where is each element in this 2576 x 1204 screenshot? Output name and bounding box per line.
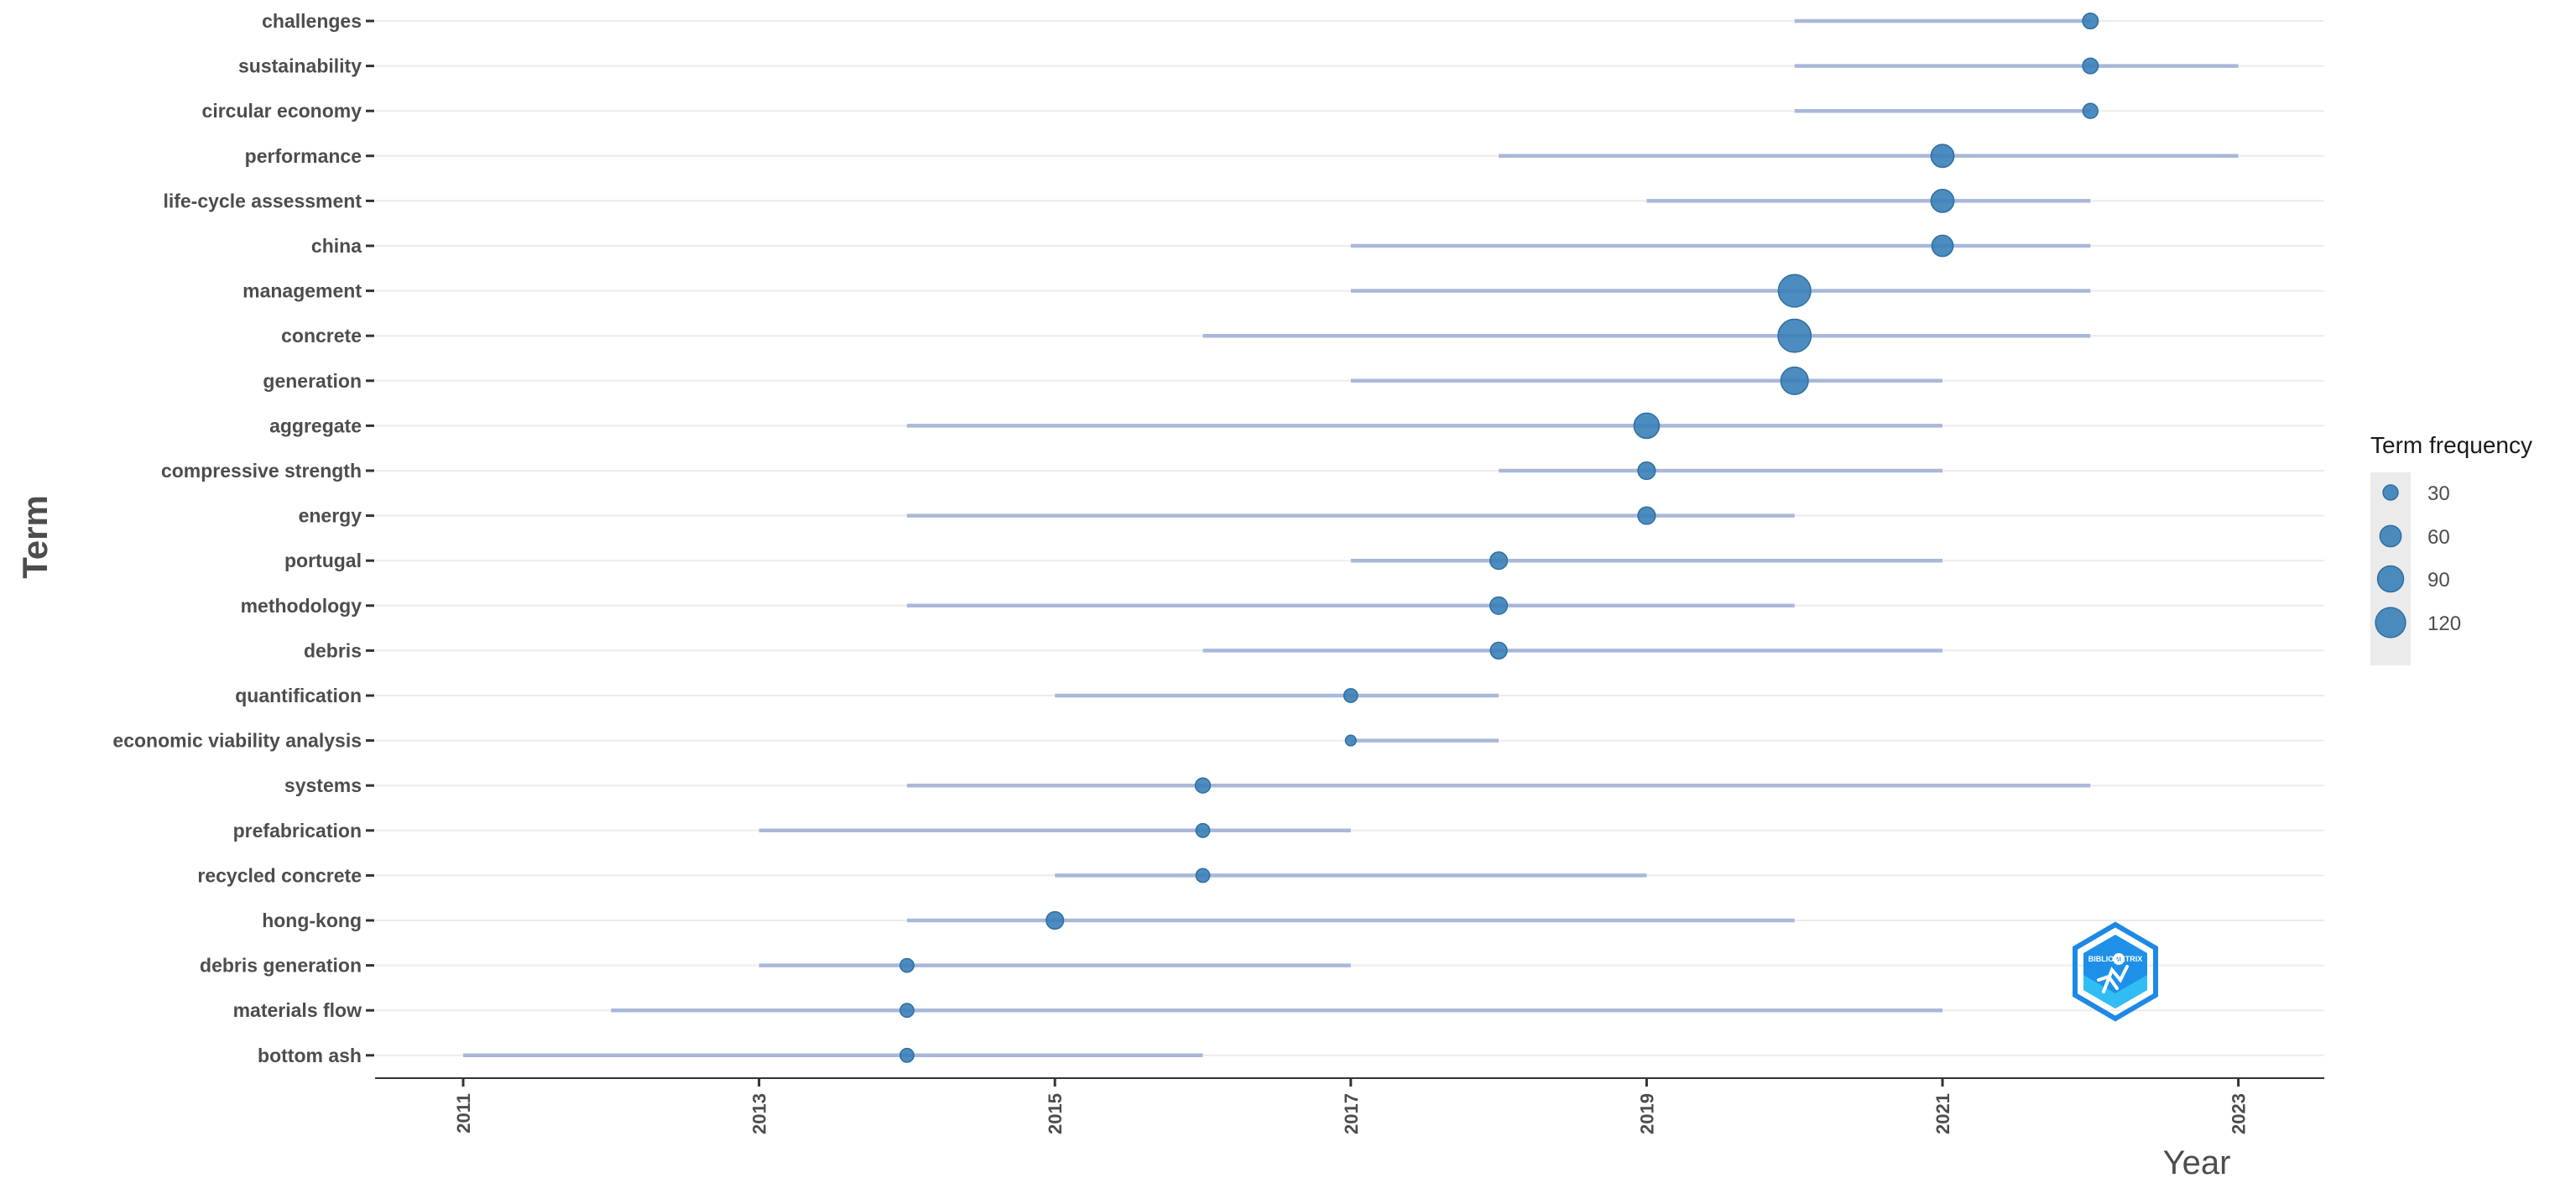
y-axis-title: Term	[15, 495, 55, 579]
legend: Term frequency 30 60 90 120	[2370, 432, 2532, 665]
x-tick-label: 2019	[1636, 1093, 1657, 1134]
legend-swatch	[2379, 524, 2402, 548]
legend-entries: 30 60 90 120	[2375, 482, 2461, 638]
x-tick-label: 2021	[1932, 1093, 1953, 1134]
legend-label: 90	[2427, 569, 2450, 592]
term-point	[1780, 366, 1809, 395]
term-label: concrete	[281, 325, 362, 347]
term-point	[1489, 551, 1509, 571]
term-label: materials flow	[233, 999, 362, 1021]
term-label: hong-kong	[262, 910, 362, 931]
term-label: aggregate	[269, 414, 362, 436]
term-label: performance	[245, 145, 362, 167]
term-label: methodology	[241, 595, 362, 617]
term-point	[1344, 734, 1357, 747]
legend-label: 120	[2427, 612, 2461, 635]
term-label: debris generation	[200, 955, 362, 977]
term-point	[899, 1003, 915, 1019]
term-label: recycled concrete	[197, 864, 362, 886]
term-label: prefabrication	[233, 820, 362, 842]
term-label: circular economy	[202, 100, 362, 122]
term-label: bottom ash	[258, 1045, 362, 1066]
term-point	[2082, 102, 2099, 119]
term-point	[1777, 318, 1812, 353]
logo-hexagon-highlight	[2083, 975, 2147, 1009]
logo-hexagon-outer	[2073, 921, 2158, 1022]
x-axis-title: Year	[2163, 1144, 2231, 1181]
bibliometrix-logo: BIBLIOMETRIX	[2073, 921, 2158, 1022]
term-point	[1777, 274, 1812, 308]
term-point	[1637, 506, 1656, 525]
term-label: portugal	[284, 550, 362, 571]
x-tick-label: 2011	[453, 1093, 474, 1134]
term-point	[1489, 641, 1508, 660]
x-tick-label: 2017	[1341, 1093, 1362, 1134]
legend-label: 30	[2427, 482, 2450, 505]
term-point	[1931, 234, 1954, 258]
term-label: energy	[299, 505, 362, 527]
term-point	[899, 1047, 915, 1063]
legend-swatch	[2376, 565, 2405, 593]
term-point	[2082, 57, 2099, 75]
term-label: life-cycle assessment	[163, 190, 362, 211]
term-point	[899, 957, 915, 973]
term-label: debris	[304, 639, 362, 661]
legend-label: 60	[2427, 526, 2450, 549]
x-tick-label: 2023	[2229, 1093, 2250, 1134]
term-point	[1046, 910, 1065, 930]
term-label: generation	[263, 370, 362, 392]
term-point	[2082, 13, 2099, 29]
term-ranges	[463, 18, 2239, 1058]
term-point	[1489, 596, 1509, 615]
term-label: challenges	[262, 10, 362, 32]
x-tick-label: 2013	[749, 1093, 770, 1134]
term-point	[1195, 868, 1211, 883]
gridlines	[375, 20, 2324, 1056]
term-label: china	[311, 235, 362, 257]
term-label: sustainability	[238, 55, 362, 77]
legend-swatch	[2375, 607, 2407, 638]
term-point	[1343, 688, 1358, 703]
term-point	[1637, 461, 1656, 481]
x-axis: 2011 2013 2015 2017 2019 2021 2023	[375, 1077, 2324, 1134]
term-point	[1930, 188, 1955, 213]
logo-figure-icon	[2097, 953, 2129, 993]
term-point	[1194, 777, 1212, 794]
term-label: systems	[284, 774, 362, 796]
y-axis: challenges sustainability circular economy…	[112, 10, 374, 1066]
term-points	[899, 13, 2099, 1063]
x-tick-label: 2015	[1045, 1093, 1066, 1134]
legend-swatch	[2382, 484, 2399, 501]
term-label: quantification	[235, 685, 362, 706]
term-label: management	[242, 280, 362, 302]
term-label: compressive strength	[161, 460, 362, 482]
term-point	[1633, 412, 1661, 440]
term-point	[1930, 143, 1955, 169]
term-label: economic viability analysis	[112, 730, 362, 752]
legend-title: Term frequency	[2370, 432, 2532, 458]
term-point	[1195, 822, 1211, 838]
